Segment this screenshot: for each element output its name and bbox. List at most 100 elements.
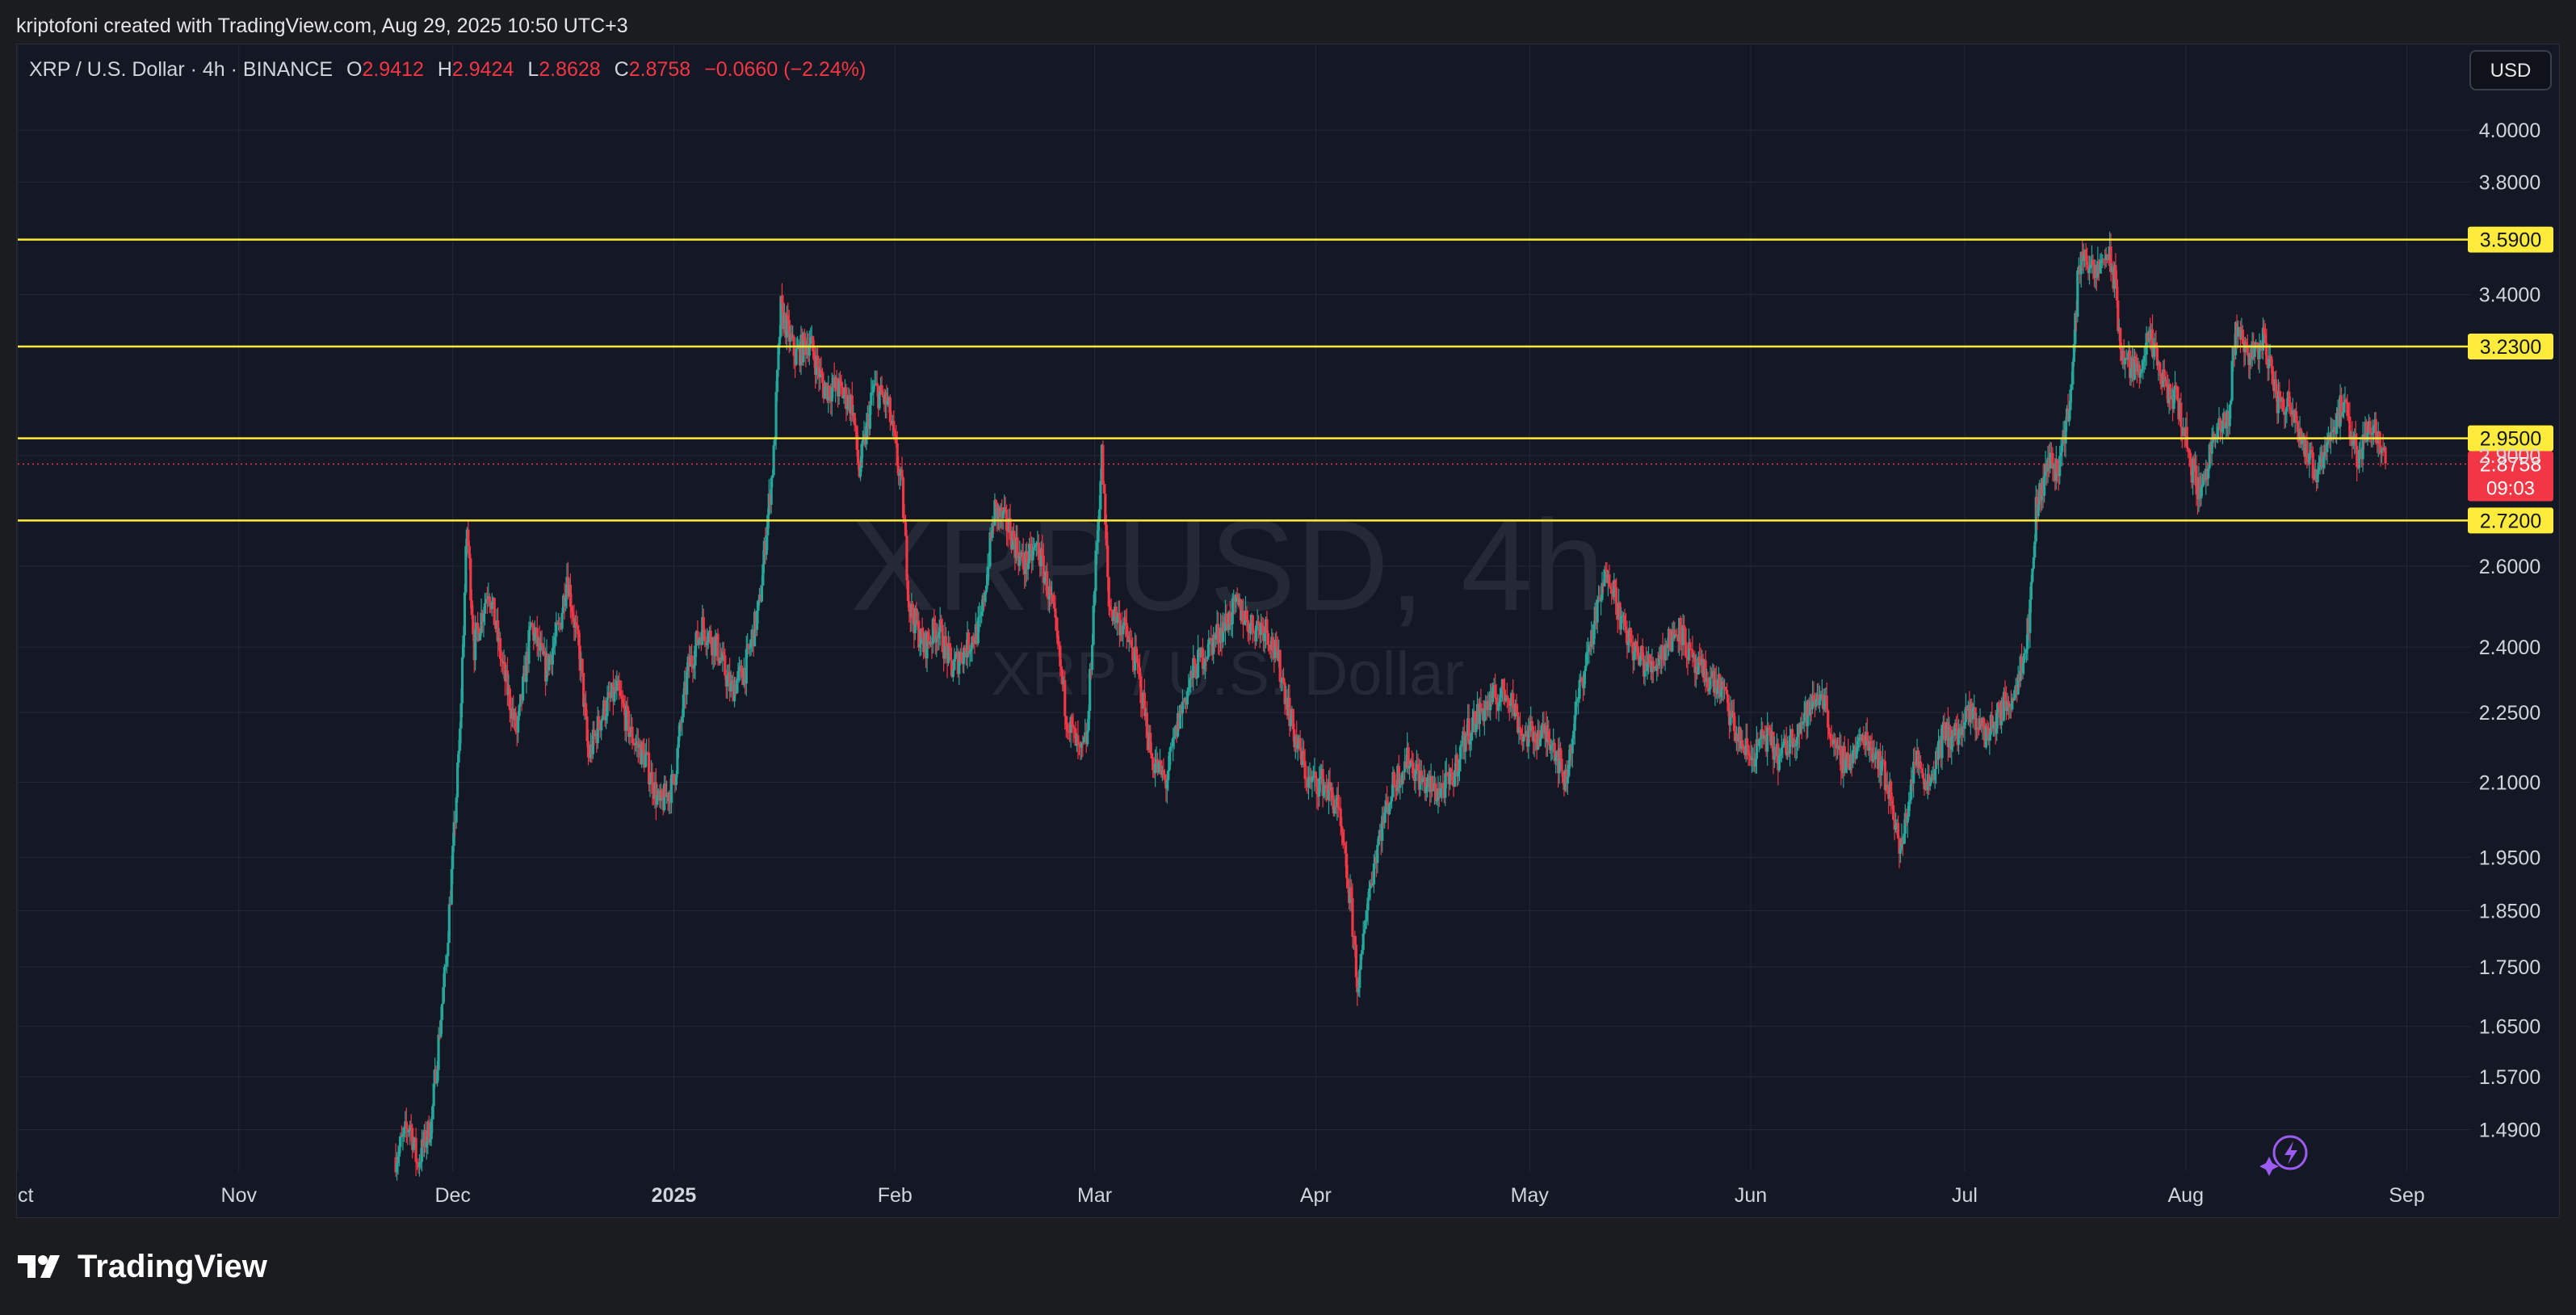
candle-body xyxy=(1766,727,1769,752)
candle-body xyxy=(1460,744,1463,746)
candle-body xyxy=(2289,406,2292,410)
candle-body xyxy=(1107,577,1110,607)
candle-body xyxy=(757,600,760,611)
candle-body xyxy=(1239,599,1243,621)
legend-open: 2.9412 xyxy=(362,58,424,81)
candle-body xyxy=(1026,563,1030,569)
candle-body xyxy=(405,1121,408,1129)
candle-body xyxy=(812,336,815,352)
candle-body xyxy=(1479,703,1483,712)
candle-body xyxy=(1054,608,1057,618)
candle-body xyxy=(1185,691,1189,705)
candle-body xyxy=(1984,725,1988,748)
candle-body xyxy=(596,716,599,743)
candle-body xyxy=(623,703,626,709)
candle-body xyxy=(2058,456,2062,477)
candle-body xyxy=(1509,704,1512,706)
candle-body xyxy=(2358,449,2361,468)
candle-body xyxy=(676,747,679,775)
chart-watermark: XRPUSD, 4h XRP / U.S. Dollar xyxy=(850,493,1605,708)
candle-body xyxy=(1986,725,1989,729)
candle-body xyxy=(1626,629,1629,645)
candle-body xyxy=(1651,661,1655,670)
candle-body xyxy=(1037,542,1040,561)
candle-body xyxy=(790,333,793,338)
candle-body xyxy=(1055,617,1059,631)
candle-body xyxy=(787,315,790,321)
price-tick-label: 4.0000 xyxy=(2479,120,2540,142)
candle-body xyxy=(452,821,455,847)
candle-body xyxy=(2305,440,2309,462)
candle-body xyxy=(2346,402,2349,416)
candle-body xyxy=(2326,442,2329,452)
candle-body xyxy=(1260,623,1263,635)
candle-body xyxy=(1520,729,1523,737)
candle-body xyxy=(1615,587,1618,615)
candle-body xyxy=(2091,260,2095,267)
candle-body xyxy=(1920,768,1924,774)
candle-body xyxy=(1449,768,1452,784)
lightning-icon[interactable] xyxy=(2259,1135,2308,1176)
candle-body xyxy=(2368,421,2372,433)
candle-body xyxy=(1361,933,1365,951)
candle-body xyxy=(1149,733,1152,754)
candle-body xyxy=(2341,412,2344,417)
candle-body xyxy=(1236,594,1239,597)
price-tick-label: 2.6000 xyxy=(2479,556,2540,578)
candle-body xyxy=(409,1124,413,1128)
price-tick-label: 2.2500 xyxy=(2479,702,2540,725)
candle-body xyxy=(1057,644,1060,646)
candle-body xyxy=(2152,347,2155,357)
tradingview-footer[interactable]: TradingView xyxy=(18,1246,267,1288)
candle-body xyxy=(2079,251,2083,275)
candle-body xyxy=(716,633,720,662)
price-level-label: 2.7200 xyxy=(2480,510,2541,532)
candle-body xyxy=(2114,265,2117,279)
candle-body xyxy=(2051,452,2054,469)
candle-body xyxy=(735,680,739,694)
candle-body xyxy=(2122,351,2125,365)
candle-body xyxy=(1991,725,1995,729)
currency-button[interactable]: USD xyxy=(2469,50,2552,90)
candle-body xyxy=(1827,727,1831,734)
candle-body xyxy=(621,699,624,704)
candle-body xyxy=(1540,725,1543,738)
candle-body xyxy=(1202,666,1206,670)
candle-body xyxy=(431,1106,434,1120)
legend-c-label: C xyxy=(614,58,629,81)
candle-body xyxy=(2028,599,2032,633)
candle-body xyxy=(1444,773,1447,798)
candle-body xyxy=(517,716,520,733)
candle-body xyxy=(895,435,898,443)
candle-body xyxy=(1275,640,1278,648)
candle-body xyxy=(2195,465,2198,495)
price-tick-label: 1.7500 xyxy=(2479,956,2540,979)
candle-body xyxy=(2128,350,2132,378)
candle-body xyxy=(1363,929,1366,934)
candle-body xyxy=(2070,384,2074,390)
candle-body xyxy=(858,468,862,477)
candle-body xyxy=(2278,391,2281,397)
candle-body xyxy=(1580,678,1584,683)
candle-body xyxy=(1069,716,1072,733)
candle-body xyxy=(1346,878,1349,889)
candle-body xyxy=(1194,663,1198,679)
candle-body xyxy=(1869,741,1873,748)
candle-body xyxy=(2234,321,2238,355)
candle-body xyxy=(978,616,981,618)
candle-body xyxy=(1207,639,1210,658)
candle-body xyxy=(841,387,845,398)
candle-body xyxy=(1043,577,1047,583)
candle-body xyxy=(2069,389,2072,410)
candle-body xyxy=(1493,685,1497,698)
candle-body xyxy=(1586,651,1589,653)
candle-body xyxy=(1139,676,1143,704)
candle-body xyxy=(1873,753,1877,759)
candle-body xyxy=(644,754,647,768)
candle-body xyxy=(578,645,581,671)
candle-body xyxy=(1749,755,1752,760)
candle-body xyxy=(1658,654,1661,666)
candle-body xyxy=(1026,551,1029,569)
candle-body xyxy=(2221,420,2224,433)
